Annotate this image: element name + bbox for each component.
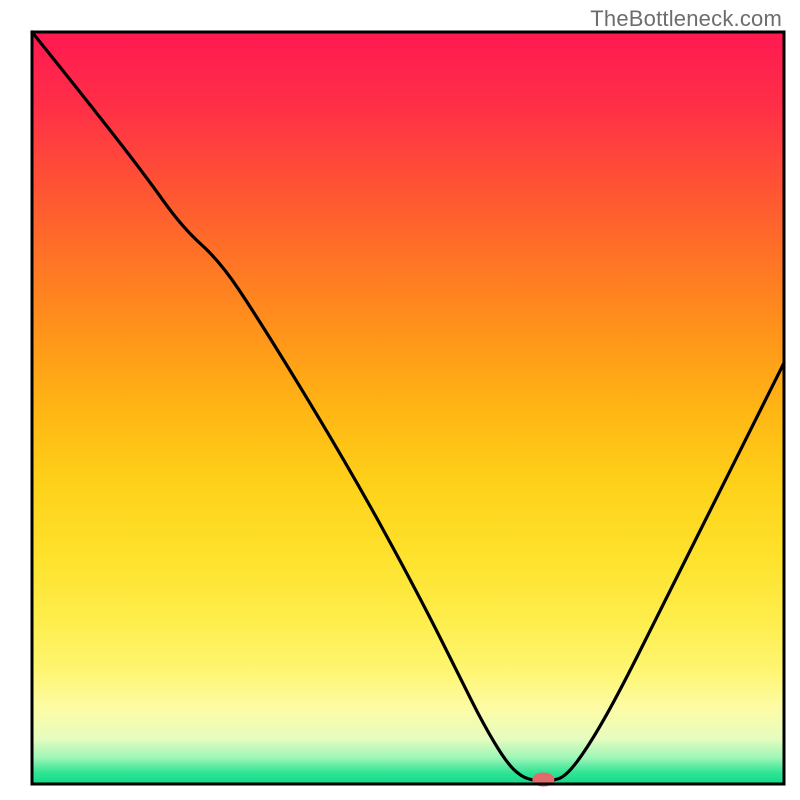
chart-svg [0, 0, 800, 800]
plot-background [32, 32, 784, 784]
watermark-text: TheBottleneck.com [590, 6, 782, 32]
bottleneck-chart: TheBottleneck.com [0, 0, 800, 800]
